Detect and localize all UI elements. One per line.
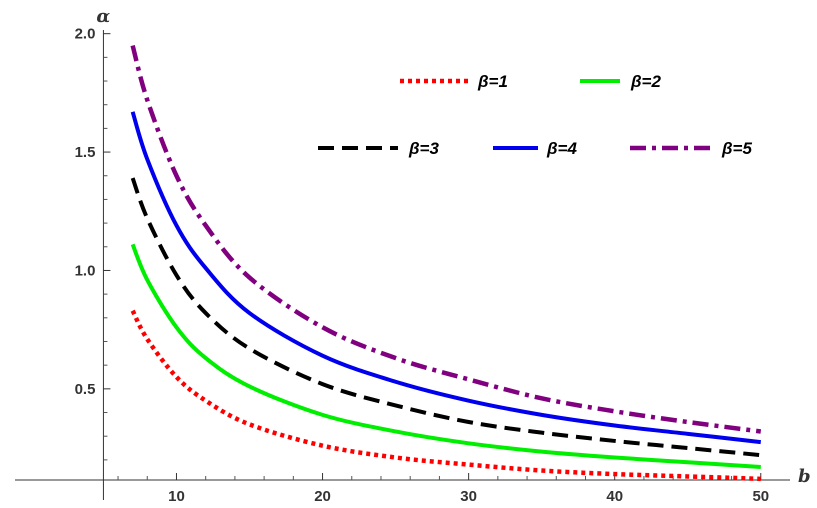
x-tick-label: 30	[460, 488, 477, 505]
legend: β=1 β=2 β=3 β=4 β=5	[318, 72, 752, 158]
series-line-beta-2	[130, 243, 761, 469]
axes: 10 20 30 40 50 0.5 1.0 1.5 2.0	[15, 26, 790, 505]
legend-label-beta-1: β=1	[477, 72, 508, 91]
x-tick-label: 20	[314, 488, 331, 505]
y-tick-label: 0.5	[75, 381, 96, 398]
series-line-beta-1	[130, 309, 761, 482]
series-line-beta-3	[130, 177, 761, 458]
x-tick-label: 50	[752, 488, 769, 505]
y-tick-label: 2.0	[75, 26, 96, 43]
legend-label-beta-3: β=3	[408, 139, 439, 158]
series-line-beta-4	[130, 111, 762, 445]
x-tick-label: 10	[168, 488, 185, 505]
legend-label-beta-4: β=4	[546, 139, 577, 158]
series-layer	[130, 44, 762, 482]
x-axis-label: b	[798, 466, 811, 487]
legend-label-beta-2: β=2	[630, 72, 661, 91]
legend-label-beta-5: β=5	[721, 139, 752, 158]
x-tick-label: 40	[606, 488, 623, 505]
y-tick-label: 1.5	[75, 144, 96, 161]
axis-ticks: 10 20 30 40 50 0.5 1.0 1.5 2.0	[75, 26, 770, 505]
y-tick-label: 1.0	[75, 262, 96, 279]
series-line-beta-5	[130, 44, 762, 434]
y-axis-label: α	[96, 6, 110, 27]
